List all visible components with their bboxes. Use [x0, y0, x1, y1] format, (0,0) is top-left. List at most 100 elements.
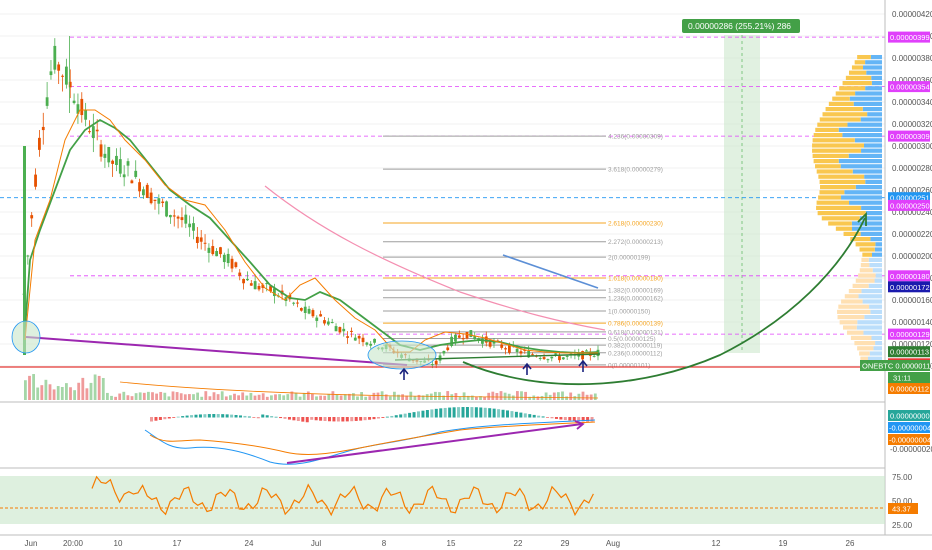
- volume-profile-bar: [869, 263, 882, 268]
- candle-body: [365, 342, 369, 345]
- volume-profile-bar: [870, 309, 882, 314]
- volume-bar: [593, 393, 597, 400]
- macd-histogram-bar: [310, 417, 314, 420]
- volume-bar: [237, 395, 240, 400]
- macd-histogram-bar: [345, 417, 349, 422]
- volume-profile-bar: [875, 242, 882, 247]
- macd-histogram-bar: [559, 417, 563, 420]
- volume-bar: [589, 394, 593, 400]
- volume-bar: [73, 390, 76, 400]
- macd-histogram-bar: [194, 414, 198, 418]
- volume-bar: [552, 392, 556, 400]
- volume-bar: [48, 384, 52, 400]
- volume-bar: [306, 391, 310, 400]
- macd-histogram-bar: [385, 416, 389, 418]
- macd-histogram-bar: [328, 417, 331, 422]
- volume-profile-bar: [871, 81, 882, 86]
- macd-histogram-bar: [430, 409, 434, 418]
- volume-profile-bar: [812, 148, 862, 153]
- volume-bar: [434, 391, 437, 400]
- candle-body: [454, 334, 457, 342]
- svg-text:31:11: 31:11: [893, 374, 911, 383]
- candle-body: [484, 336, 488, 343]
- volume-profile-bar: [818, 174, 865, 179]
- macd-histogram-bar: [314, 417, 318, 421]
- volume-bar: [126, 395, 130, 400]
- candle-body: [142, 189, 145, 196]
- volume-bar: [212, 392, 216, 400]
- volume-profile-bar: [856, 325, 882, 330]
- volume-bar: [520, 391, 523, 400]
- time-axis-label: 10: [114, 539, 123, 548]
- fib-level-label: 0.5(0.00000125): [608, 336, 656, 343]
- volume-profile-bar: [864, 174, 882, 179]
- macd-histogram-bar: [470, 407, 474, 418]
- volume-bar: [499, 391, 503, 400]
- candle-body: [457, 335, 461, 338]
- volume-profile-bar: [860, 263, 870, 268]
- svg-text:0.00000286 (255.21%) 286: 0.00000286 (255.21%) 286: [688, 21, 791, 31]
- macd-histogram-bar: [443, 407, 447, 418]
- candle-body: [542, 357, 546, 360]
- time-axis-label: 22: [514, 539, 523, 548]
- candle-body: [172, 215, 176, 217]
- candle-body: [207, 247, 211, 253]
- volume-bar: [85, 388, 89, 400]
- candle-body: [76, 104, 80, 114]
- volume-profile-bar: [864, 315, 882, 320]
- candle-body: [91, 126, 95, 139]
- candle-body: [107, 146, 111, 163]
- candle-body: [88, 131, 91, 133]
- volume-profile-bar: [816, 200, 850, 205]
- fib-level-label: 1.618(0.00000180): [608, 276, 663, 283]
- ema-slow-line: [24, 118, 599, 354]
- macd-histogram-bar: [403, 413, 407, 418]
- volume-bar: [159, 391, 163, 400]
- candle-body: [53, 45, 57, 70]
- candle-body: [68, 81, 72, 88]
- price-tag-label: 0.00000251: [890, 194, 930, 203]
- time-axis-label: 15: [447, 539, 456, 548]
- volume-profile-bar: [857, 346, 874, 351]
- candles: [22, 36, 600, 369]
- svg-text:43.37: 43.37: [892, 505, 911, 514]
- svg-text:75.00: 75.00: [892, 473, 913, 482]
- volume-bar: [315, 396, 318, 400]
- svg-text:0.00000112: 0.00000112: [890, 385, 929, 394]
- volume-profile-bar: [870, 55, 882, 60]
- time-axis-label: 29: [561, 539, 570, 548]
- candle-body: [195, 236, 199, 243]
- volume-profile-bar: [867, 112, 882, 117]
- volume-profile-bar: [848, 153, 882, 158]
- volume-profile-bar: [851, 65, 864, 70]
- candle-body: [361, 337, 365, 343]
- candle-body: [34, 174, 37, 187]
- candle-body: [126, 161, 130, 166]
- fib-level-label: 0.382(0.00000119): [608, 343, 662, 350]
- candle-body: [585, 350, 588, 352]
- candle-body: [253, 281, 257, 290]
- macd-histogram-bar: [528, 414, 532, 418]
- macd-histogram-bar: [363, 417, 367, 421]
- price-tag-bg: [888, 281, 930, 293]
- candle-body: [203, 242, 207, 244]
- volume-bar: [528, 396, 532, 400]
- candle-body: [118, 159, 122, 174]
- volume-profile-bar: [867, 356, 882, 361]
- macd-histogram-bar: [301, 417, 305, 422]
- macd-histogram-bar: [399, 414, 403, 418]
- volume-bar: [343, 394, 347, 400]
- candle-body: [138, 182, 141, 192]
- volume-profile-bar: [812, 153, 849, 158]
- candle-body: [477, 338, 480, 341]
- volume-bar: [155, 393, 158, 400]
- macd-histogram-bar: [341, 417, 345, 422]
- volume-profile-bar: [812, 143, 864, 148]
- price-tag-bg: [888, 346, 930, 358]
- price-axis-label: 0.00000320: [892, 120, 932, 129]
- volume-profile-bar: [868, 257, 882, 262]
- volume-bar: [429, 393, 433, 400]
- macd-histogram-bar: [581, 417, 585, 422]
- volume-profile-bar: [850, 237, 871, 242]
